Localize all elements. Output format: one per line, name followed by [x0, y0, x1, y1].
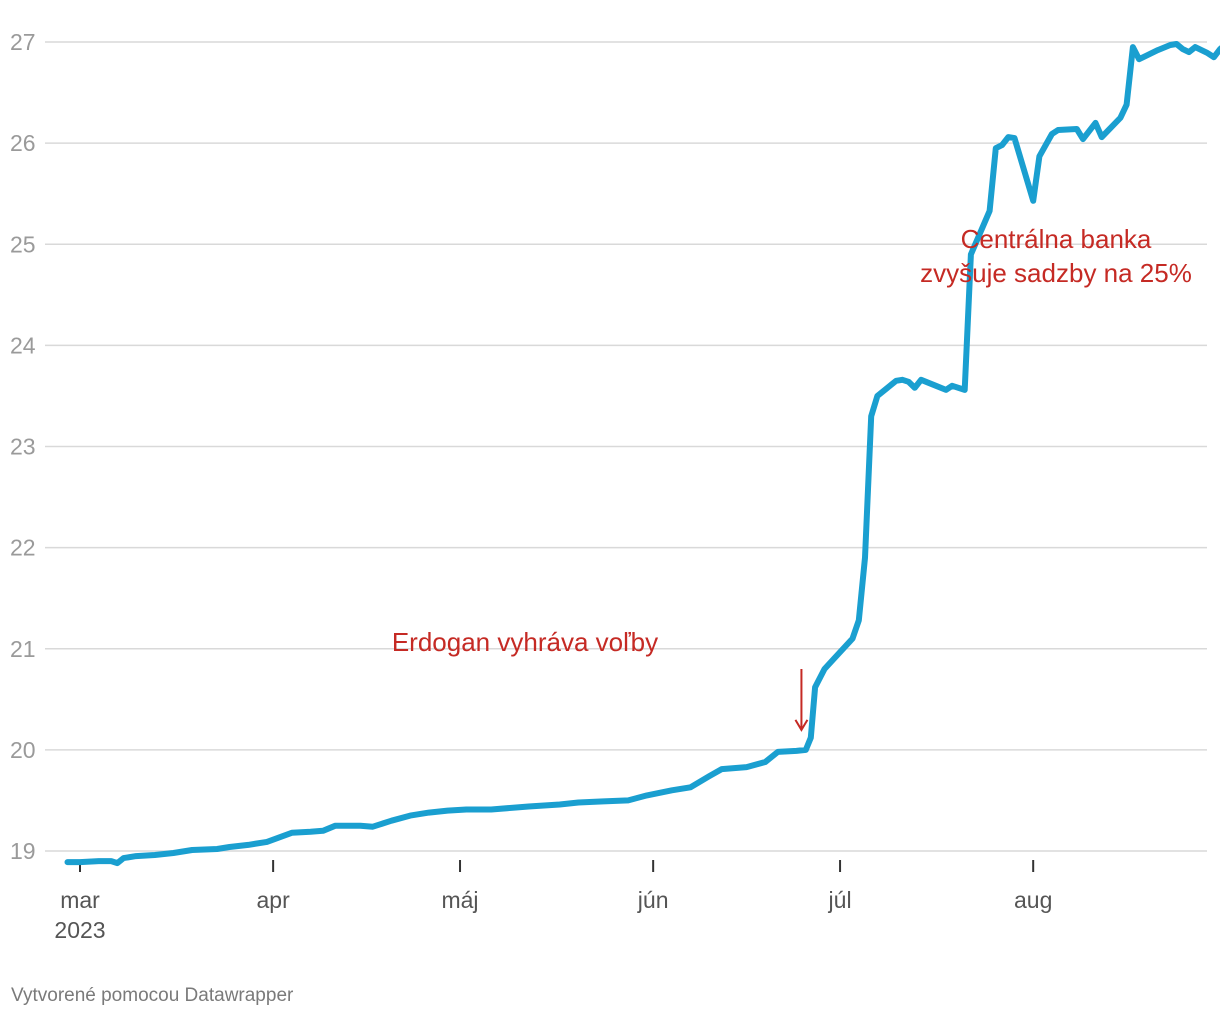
annotation-election-label: Erdogan vyhráva voľby [392, 627, 658, 657]
y-tick-label-19: 19 [10, 838, 36, 864]
y-axis: 19 20 21 22 23 24 25 26 27 [10, 29, 36, 864]
x-tick-sublabel-2023: 2023 [54, 917, 105, 943]
y-tick-label-22: 22 [10, 535, 36, 561]
footer-credit: Vytvorené pomocou Datawrapper [11, 985, 294, 1006]
annotation-election: Erdogan vyhráva voľby [392, 627, 809, 732]
y-tick-label-27: 27 [10, 29, 36, 55]
y-tick-label-25: 25 [10, 231, 36, 257]
x-tick-label-máj: máj [441, 887, 478, 913]
x-tick-label-apr: apr [257, 887, 291, 913]
annotation-central-bank: Centrálna banka zvyšuje sadzby na 25% [920, 224, 1192, 288]
gridlines [45, 41, 1207, 852]
y-tick-label-23: 23 [10, 434, 36, 460]
x-tick-label-mar: mar [60, 887, 100, 913]
series-line-0 [64, 41, 1220, 867]
series-layer [64, 41, 1220, 867]
y-tick-label-21: 21 [10, 636, 36, 662]
x-tick-label-júl: júl [828, 887, 852, 913]
x-axis: mar 2023 apr máj jún júl aug [54, 860, 1052, 943]
x-tick-label-aug: aug [1014, 887, 1052, 913]
annotation-central-bank-label-line1: Centrálna banka [961, 224, 1152, 254]
x-tick-label-jún: jún [637, 887, 669, 913]
annotation-election-arrowhead [794, 719, 809, 732]
y-tick-label-20: 20 [10, 737, 36, 763]
annotation-central-bank-label-line2: zvyšuje sadzby na 25% [920, 258, 1192, 288]
y-tick-label-26: 26 [10, 130, 36, 156]
y-tick-label-24: 24 [10, 332, 36, 358]
